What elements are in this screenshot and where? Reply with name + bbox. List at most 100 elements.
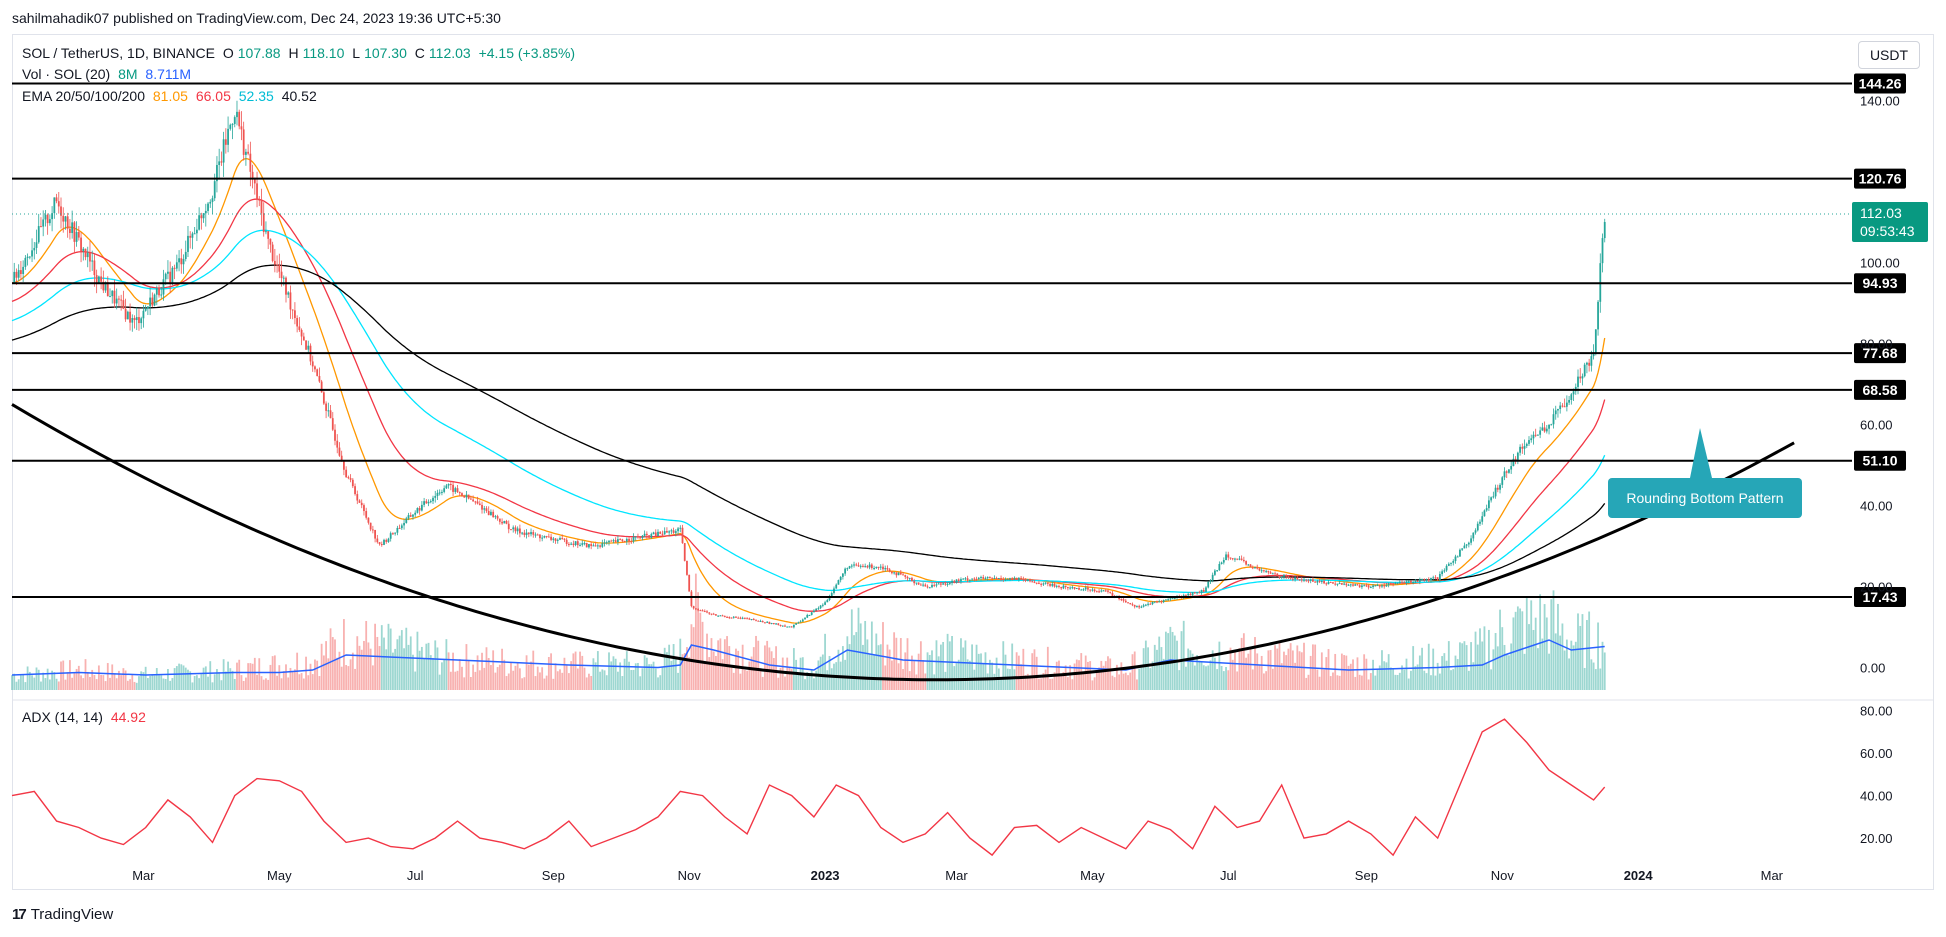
candle-body bbox=[458, 491, 461, 494]
candle-body bbox=[111, 290, 114, 297]
volume-bar bbox=[42, 672, 45, 690]
candle-body bbox=[1009, 578, 1011, 580]
volume-bar bbox=[44, 678, 47, 690]
candle-body bbox=[1296, 577, 1299, 580]
candle-body bbox=[1151, 602, 1154, 605]
volume-bar bbox=[1044, 669, 1047, 690]
x-tick-label: Jul bbox=[407, 868, 424, 883]
open-value: 107.88 bbox=[237, 45, 281, 61]
volume-bar bbox=[211, 682, 214, 690]
volume-bar bbox=[1017, 655, 1020, 690]
candle-body bbox=[124, 308, 127, 320]
volume-bar bbox=[1198, 660, 1201, 690]
y-tick-label: 100.00 bbox=[1860, 256, 1900, 271]
currency-button[interactable]: USDT bbox=[1858, 41, 1920, 69]
volume-bar bbox=[492, 650, 495, 690]
candle-body bbox=[1193, 592, 1196, 594]
candle-body bbox=[195, 229, 198, 234]
volume-bar bbox=[1512, 617, 1515, 690]
volume-bar bbox=[1579, 625, 1582, 690]
candle-body bbox=[392, 533, 394, 535]
candle-body bbox=[514, 527, 517, 532]
volume-bar bbox=[1416, 664, 1419, 690]
volume-bar bbox=[612, 656, 615, 690]
level-price-label: 17.43 bbox=[1862, 589, 1897, 605]
symbol-legend[interactable]: SOL / TetherUS, 1D, BINANCE O 107.88 H 118… bbox=[22, 45, 579, 61]
candle-body bbox=[1505, 471, 1508, 473]
adx-legend[interactable]: ADX (14, 14) 44.92 bbox=[22, 709, 150, 725]
volume-bar bbox=[1298, 651, 1301, 690]
candle-body bbox=[104, 282, 107, 291]
level-price-label: 120.76 bbox=[1859, 171, 1902, 187]
volume-bar bbox=[645, 657, 648, 690]
candle-body bbox=[1543, 427, 1546, 432]
candle-body bbox=[1169, 598, 1172, 600]
candle-body bbox=[735, 616, 737, 618]
volume-bar bbox=[476, 655, 479, 690]
candle-body bbox=[1447, 563, 1450, 566]
candle-body bbox=[1040, 583, 1043, 585]
volume-bar bbox=[712, 651, 715, 690]
volume-bar bbox=[287, 677, 290, 690]
candle-body bbox=[251, 171, 254, 178]
candle-body bbox=[730, 617, 733, 619]
volume-bar bbox=[690, 624, 693, 690]
candle-body bbox=[837, 580, 840, 585]
volume-bar bbox=[242, 680, 245, 690]
candle-body bbox=[908, 577, 911, 579]
candle-body bbox=[285, 277, 287, 295]
volume-bar bbox=[576, 668, 579, 690]
volume-bar bbox=[1372, 659, 1374, 690]
volume-bar bbox=[1013, 669, 1016, 690]
candle-body bbox=[694, 608, 697, 610]
volume-bar bbox=[1496, 646, 1499, 690]
volume-bar bbox=[151, 674, 154, 690]
candle-body bbox=[296, 318, 299, 327]
volume-bar bbox=[1403, 669, 1406, 690]
volume-bar bbox=[356, 636, 359, 690]
volume-bar bbox=[1336, 675, 1339, 690]
volume-bar bbox=[764, 645, 766, 690]
candle-body bbox=[144, 308, 147, 311]
volume-bar bbox=[445, 639, 448, 690]
volume-bar bbox=[1312, 644, 1314, 690]
candle-body bbox=[227, 128, 229, 145]
candle-body bbox=[202, 213, 205, 219]
candle-body bbox=[1162, 600, 1165, 603]
candle-body bbox=[579, 544, 581, 546]
level-price-badge bbox=[1854, 168, 1906, 189]
volume-bar bbox=[1376, 669, 1379, 690]
footer-branding[interactable]: 17 TradingView bbox=[12, 906, 113, 923]
volume-bar bbox=[1574, 641, 1577, 690]
candle-body bbox=[311, 361, 314, 367]
candle-body bbox=[167, 271, 169, 274]
chart-frame[interactable] bbox=[12, 34, 1934, 890]
candle-body bbox=[503, 520, 506, 524]
volume-bar bbox=[1049, 678, 1051, 690]
candle-body bbox=[596, 545, 599, 547]
candle-body bbox=[1476, 523, 1479, 531]
volume-bar bbox=[1485, 662, 1488, 690]
volume-bar bbox=[728, 646, 731, 690]
candle-body bbox=[743, 617, 746, 619]
last-price-countdown: 09:53:43 bbox=[1860, 223, 1915, 239]
ema-legend[interactable]: EMA 20/50/100/200 81.05 66.05 52.35 40.5… bbox=[22, 88, 321, 104]
candle-body bbox=[436, 492, 439, 497]
candle-body bbox=[278, 264, 281, 272]
volume-bar bbox=[1349, 663, 1352, 690]
volume-bar bbox=[314, 659, 316, 690]
volume-bar bbox=[412, 654, 414, 690]
candle-body bbox=[60, 206, 62, 216]
candle-body bbox=[1586, 362, 1588, 365]
volume-bar bbox=[1479, 628, 1481, 690]
candle-body bbox=[483, 508, 486, 510]
candle-body bbox=[621, 539, 624, 541]
candle-body bbox=[198, 215, 201, 230]
volume-bar bbox=[11, 675, 13, 690]
candle-body bbox=[1312, 579, 1314, 582]
volume-bar bbox=[218, 672, 221, 690]
volume-bar bbox=[238, 659, 241, 690]
candle-body bbox=[1401, 581, 1403, 583]
volume-legend[interactable]: Vol · SOL (20) 8M 8.711M bbox=[22, 66, 195, 82]
